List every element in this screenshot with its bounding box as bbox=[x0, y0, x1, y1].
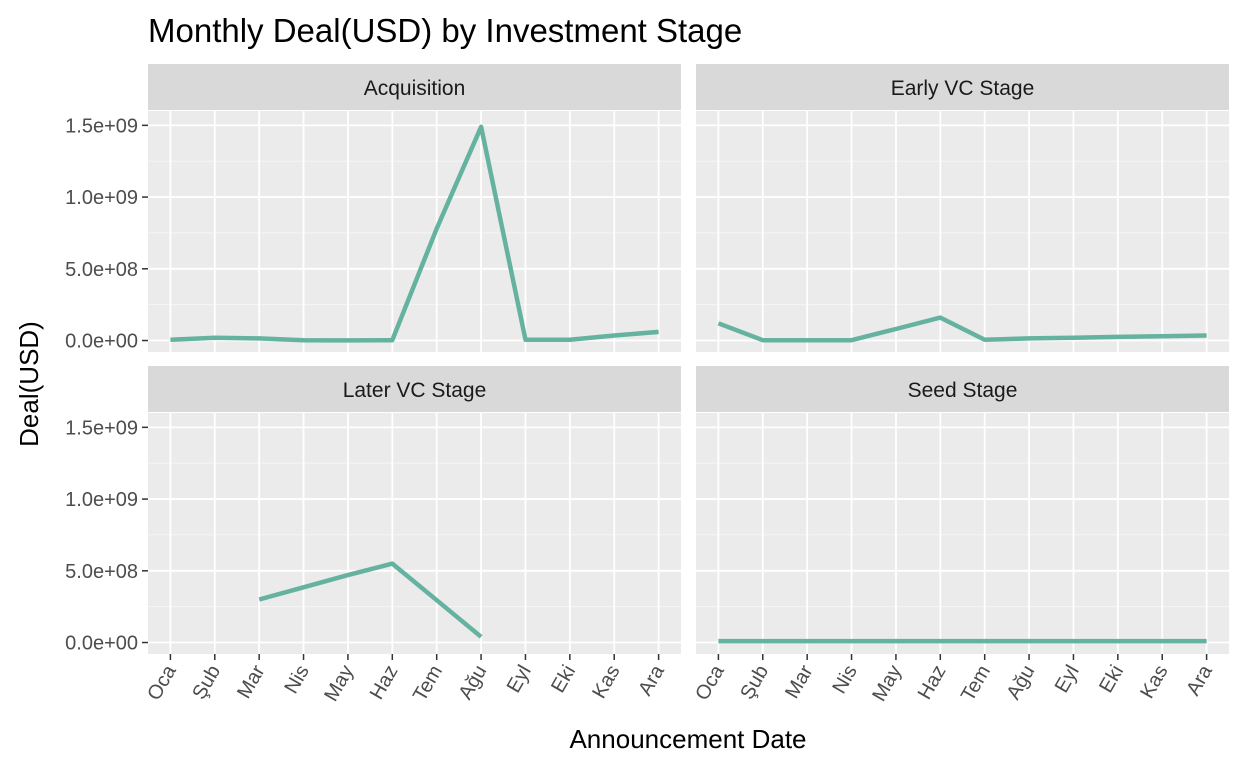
x-tick-label: Nis bbox=[280, 662, 313, 698]
x-axis-title: Announcement Date bbox=[569, 724, 806, 754]
x-tick-label: Ağu bbox=[455, 662, 492, 704]
x-tick-label: Şub bbox=[736, 662, 773, 704]
facet-strip bbox=[148, 366, 681, 412]
x-tick-label: Tem bbox=[957, 662, 995, 706]
x-tick-label: Tem bbox=[409, 662, 447, 706]
y-tick-label: 1.5e+09 bbox=[65, 417, 138, 439]
facet-strip-label: Early VC Stage bbox=[891, 77, 1035, 100]
x-tick-label: Nis bbox=[828, 662, 861, 698]
facet-strip bbox=[696, 64, 1229, 110]
panel-background bbox=[696, 413, 1229, 654]
facet-panel-0: Acquisition 0.0e+00 5.0e+08 1.0e+09 1.5e+09 bbox=[65, 64, 681, 353]
y-tick-label: 5.0e+08 bbox=[65, 259, 138, 281]
panel-background bbox=[148, 413, 681, 654]
y-tick-label: 0.0e+00 bbox=[65, 331, 138, 353]
y-tick-label: 0.0e+00 bbox=[65, 633, 138, 655]
facet-panel-3: Seed Stage Oca Şub Mar Nis May Haz Tem Ağu Eyl Eki… bbox=[691, 366, 1229, 705]
x-tick-label: Haz bbox=[914, 662, 951, 704]
x-tick-label: Ara bbox=[634, 661, 669, 700]
x-tick-label: Eki bbox=[547, 662, 580, 697]
x-tick-label: Ağu bbox=[1003, 662, 1040, 704]
x-tick-label: May bbox=[868, 662, 906, 706]
x-tick-label: Mar bbox=[233, 661, 269, 702]
series-line bbox=[717, 315, 1207, 343]
x-tick-label: May bbox=[320, 662, 358, 706]
panel-background bbox=[696, 111, 1229, 352]
x-tick-label: Oca bbox=[691, 661, 729, 705]
facet-panel-2: Later VC Stage 0.0e+00 5.0e+08 1.0e+09 1.5e+… bbox=[65, 366, 681, 705]
facet-strip-label: Seed Stage bbox=[908, 379, 1018, 402]
facet-strip bbox=[148, 64, 681, 110]
facet-strip-label: Later VC Stage bbox=[343, 379, 487, 402]
y-axis-title: Deal(USD) bbox=[14, 321, 44, 447]
facet-strip bbox=[696, 366, 1229, 412]
x-tick-label: Eyl bbox=[503, 662, 536, 697]
y-tick-label: 1.0e+09 bbox=[65, 489, 138, 511]
facets-layer: Acquisition 0.0e+00 5.0e+08 1.0e+09 1.5e+09 E… bbox=[65, 64, 1229, 705]
x-tick-label: Kas bbox=[1136, 662, 1172, 703]
x-tick-label: Haz bbox=[366, 662, 403, 704]
facet-strip-label: Acquisition bbox=[364, 77, 466, 100]
x-tick-label: Ara bbox=[1182, 661, 1217, 700]
x-tick-label: Kas bbox=[588, 662, 624, 703]
y-tick-label: 1.5e+09 bbox=[65, 115, 138, 137]
series-line bbox=[258, 561, 483, 639]
chart-title: Monthly Deal(USD) by Investment Stage bbox=[148, 12, 742, 49]
x-tick-label: Eki bbox=[1095, 662, 1128, 697]
y-tick-label: 5.0e+08 bbox=[65, 561, 138, 583]
series-line bbox=[170, 124, 659, 343]
x-tick-label: Şub bbox=[188, 662, 225, 704]
facet-panel-1: Early VC Stage bbox=[696, 64, 1229, 352]
x-tick-label: Eyl bbox=[1051, 662, 1084, 697]
x-tick-label: Mar bbox=[781, 661, 817, 702]
x-tick-label: Oca bbox=[143, 661, 181, 705]
panel-background bbox=[148, 111, 681, 352]
y-tick-label: 1.0e+09 bbox=[65, 187, 138, 209]
